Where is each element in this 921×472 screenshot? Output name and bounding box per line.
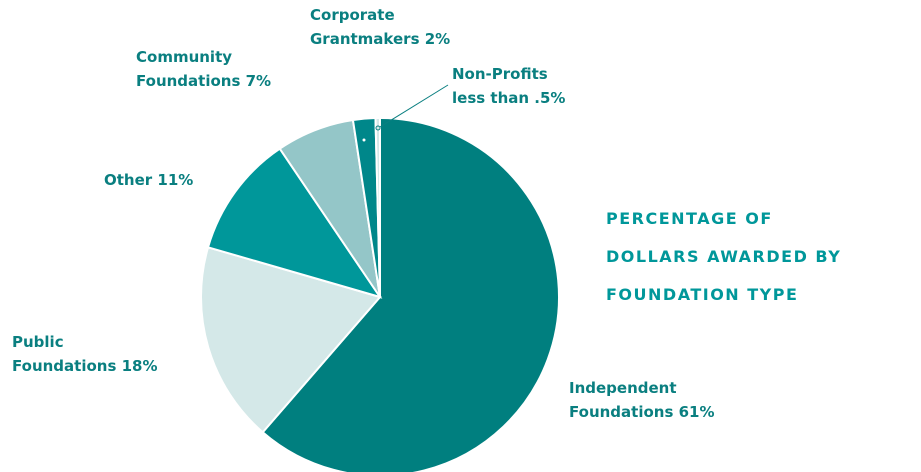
slice-label-line: Foundations 7%	[136, 72, 271, 90]
slice-label-line: Other 11%	[104, 171, 193, 189]
slice-label-line: Non-Profits	[452, 65, 548, 83]
slice-label-line: Independent	[569, 379, 677, 397]
chart-title-line: FOUNDATION TYPE	[606, 285, 798, 304]
chart-title-line: PERCENTAGE OF	[606, 209, 773, 228]
slice-label: Community Foundations 7%	[136, 48, 271, 90]
pie-slice	[200, 246, 382, 434]
pie-slice	[206, 147, 383, 299]
leader-dot	[362, 138, 366, 142]
slice-label-line: Foundations 18%	[12, 357, 158, 375]
slice-label: Public Foundations 18%	[12, 333, 158, 375]
slice-label-line: Corporate	[310, 6, 395, 24]
slice-label-line: Grantmakers 2%	[310, 30, 450, 48]
slice-label: Non-Profits less than .5%	[452, 65, 565, 107]
slice-label: Independent Foundations 61%	[569, 379, 715, 421]
slice-label: Corporate Grantmakers 2%	[310, 6, 450, 48]
slice-label-line: less than .5%	[452, 89, 565, 107]
leader-line	[379, 84, 449, 128]
slice-label: Other 11%	[104, 171, 193, 189]
chart-title: PERCENTAGE OF DOLLARS AWARDED BY FOUNDATIO…	[606, 209, 841, 304]
slice-label-line: Community	[136, 48, 232, 66]
slice-label-line: Public	[12, 333, 64, 351]
chart-title-text: PERCENTAGE OF DOLLARS AWARDED BY FOUNDATIO…	[606, 209, 841, 304]
slice-label-line: Foundations 61%	[569, 403, 715, 421]
pie-slice	[374, 116, 381, 298]
pie-slice	[261, 116, 560, 472]
chart-title-line: DOLLARS AWARDED BY	[606, 247, 841, 266]
leader-dot	[375, 125, 381, 131]
